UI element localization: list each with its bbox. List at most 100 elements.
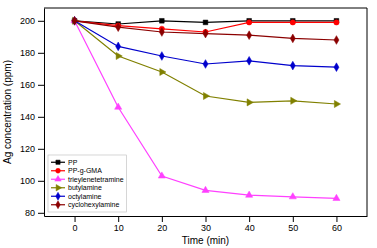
y-tick: 200 [20, 16, 44, 26]
x-tick: 0 [73, 216, 78, 233]
x-tick-mark [293, 216, 294, 222]
x-tick-label: 10 [114, 223, 124, 233]
y-tick-label: 80 [25, 208, 35, 218]
x-tick-label: 60 [332, 223, 342, 233]
series [72, 16, 339, 44]
series-point [334, 20, 339, 25]
legend-label: butylamine [68, 184, 102, 192]
x-tick-label: 40 [245, 223, 255, 233]
y-tick: 80 [25, 208, 44, 218]
x-axis-title: Time (min) [182, 235, 229, 246]
legend-marker [56, 201, 61, 209]
series-point [333, 194, 340, 200]
series-point [247, 31, 252, 40]
x-tick-mark [162, 216, 163, 222]
y-tick: 180 [20, 48, 44, 58]
x-tick-label: 20 [157, 223, 167, 233]
x-tick: 20 [157, 216, 167, 233]
legend-entry: PP [51, 159, 78, 166]
chart: 0 10 20 30 40 50 60 80 100 120 140 160 180 200 Time (m… [0, 0, 377, 248]
series-point [247, 99, 253, 106]
series-point [203, 29, 208, 38]
series-line [75, 21, 337, 40]
x-tick: 10 [114, 216, 124, 233]
series-point [289, 193, 296, 199]
legend-entry: octylamine [51, 192, 102, 200]
legend-label: trieylenetetramine [68, 176, 124, 184]
y-tick-mark [38, 181, 44, 182]
x-tick-label: 0 [73, 223, 78, 233]
legend-marker [56, 185, 62, 191]
series-point [334, 63, 339, 72]
series-point [158, 172, 165, 178]
series [72, 16, 339, 71]
frame-top [44, 8, 367, 9]
legend-marker [56, 160, 60, 164]
y-tick-mark [38, 149, 44, 150]
x-tick: 30 [201, 216, 211, 233]
series-point [247, 56, 252, 65]
series-point [116, 23, 121, 32]
y-tick-label: 140 [20, 112, 35, 122]
legend-box [48, 155, 127, 212]
x-tick-mark [75, 216, 76, 222]
y-tick-label: 200 [20, 16, 35, 26]
legend: PPPP-g-GMAtrieylenetetraminebutylamineoc… [48, 155, 127, 212]
y-tick-mark [38, 85, 44, 86]
x-axis: 0 10 20 30 40 50 60 [45, 216, 368, 233]
series-point [246, 191, 253, 197]
x-tick: 50 [288, 216, 298, 233]
y-tick-label: 100 [20, 176, 35, 186]
legend-marker [55, 176, 61, 182]
series-point [159, 52, 164, 61]
series-point [203, 60, 208, 69]
x-tick-mark [206, 216, 207, 222]
series-point [202, 186, 209, 192]
y-axis-title: Ag concentration (ppm) [2, 60, 13, 164]
legend-label: cyclohexylamine [68, 201, 119, 209]
legend-label: octylamine [68, 193, 102, 201]
x-tick-mark [336, 216, 337, 222]
x-tick-mark [249, 216, 250, 222]
y-tick-label: 120 [20, 144, 35, 154]
x-tick-label: 50 [288, 223, 298, 233]
y-tick-mark [38, 213, 44, 214]
legend-label: PP [68, 159, 78, 166]
plot-frame [44, 8, 367, 216]
frame-right [367, 8, 368, 216]
series-point [115, 103, 122, 109]
x-tick: 60 [332, 216, 342, 233]
series [72, 17, 340, 107]
y-tick: 140 [20, 112, 44, 122]
x-tick-mark [118, 216, 119, 222]
series-point [72, 16, 77, 25]
series-point [203, 20, 208, 25]
legend-marker [56, 192, 61, 200]
y-tick-mark [38, 53, 44, 54]
series-point [203, 92, 209, 99]
series-line [75, 21, 337, 104]
series-point [334, 36, 339, 45]
legend-entry: trieylenetetramine [51, 176, 124, 184]
y-axis-line [44, 9, 45, 217]
legend-label: PP-g-GMA [68, 167, 102, 175]
legend-entry: PP-g-GMA [51, 167, 102, 175]
series-point [160, 18, 165, 23]
series-point [247, 20, 252, 25]
series-point [159, 28, 164, 37]
series-point [72, 16, 77, 25]
y-tick-mark [38, 117, 44, 118]
series-point [290, 20, 295, 25]
series-point [334, 100, 340, 107]
y-tick-label: 160 [20, 80, 35, 90]
x-tick-label: 30 [201, 223, 211, 233]
y-tick-label: 180 [20, 48, 35, 58]
y-tick: 120 [20, 144, 44, 154]
series-point [290, 61, 295, 70]
y-tick: 160 [20, 80, 44, 90]
legend-marker [56, 168, 61, 173]
series-point [290, 34, 295, 43]
y-tick: 100 [20, 176, 44, 186]
y-axis: 80 100 120 140 160 180 200 [20, 9, 45, 219]
series-point [116, 52, 122, 59]
